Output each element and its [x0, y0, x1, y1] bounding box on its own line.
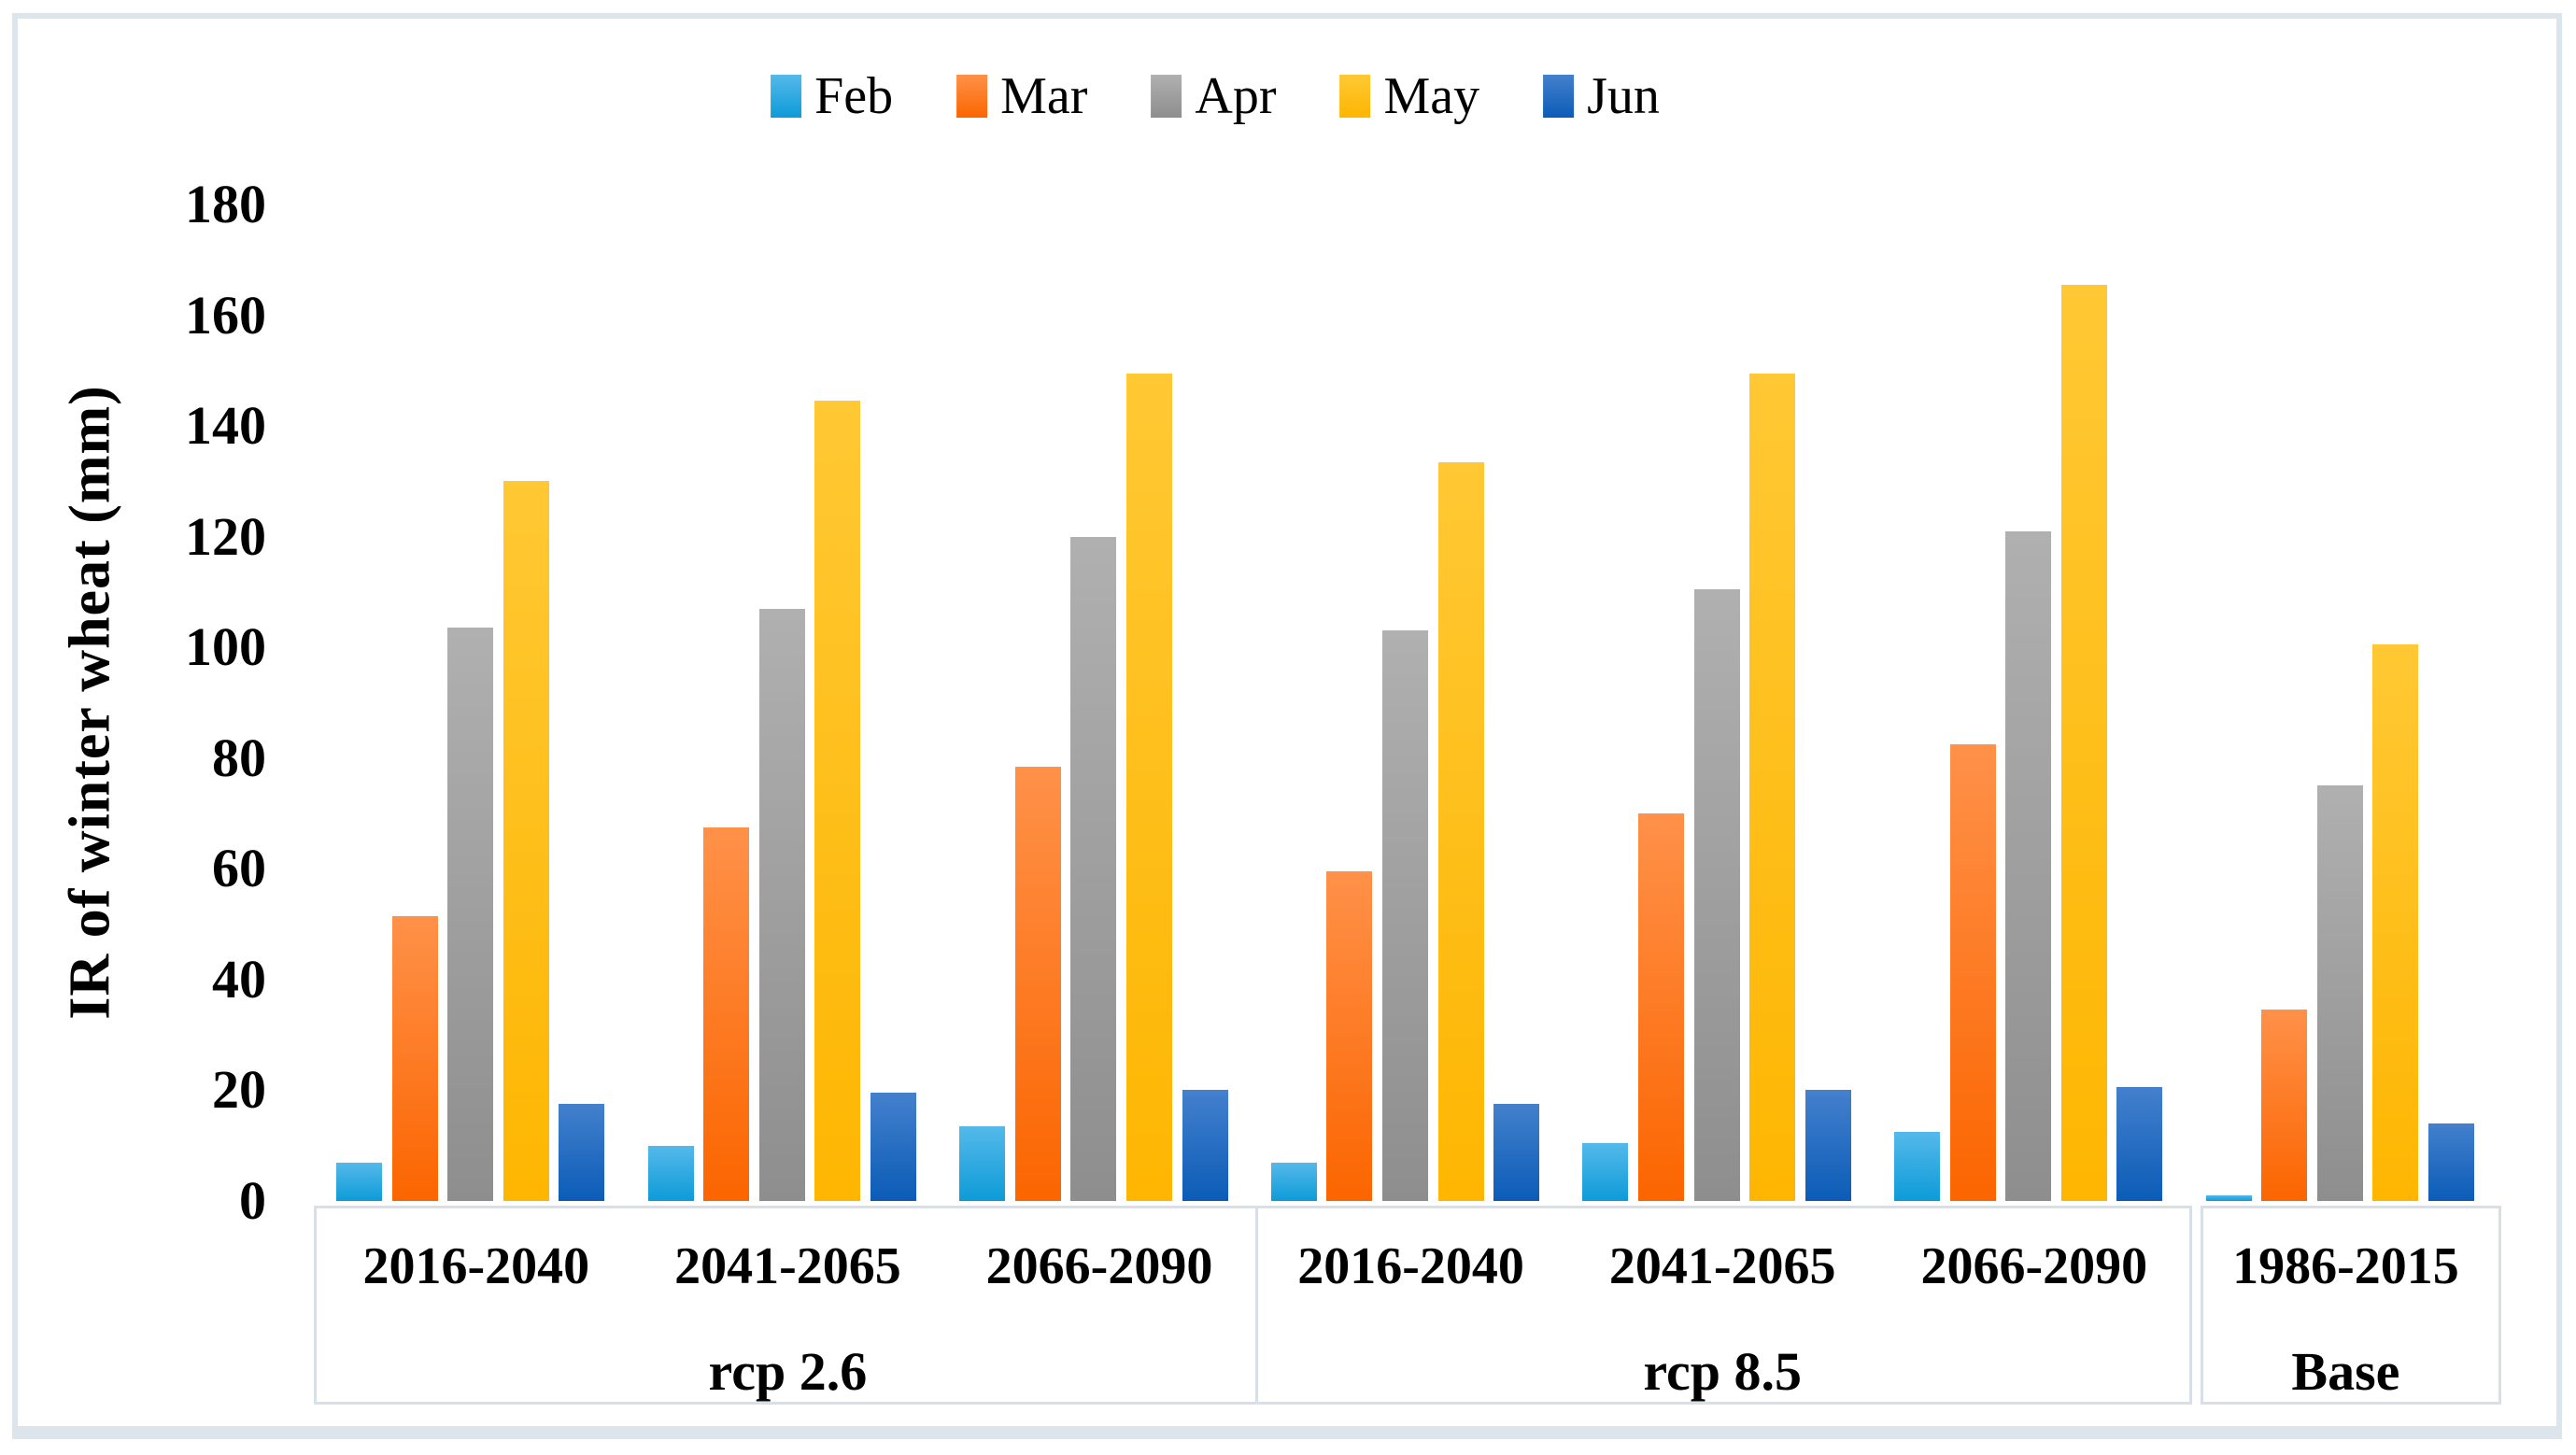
axis-box-base: [2200, 1206, 2502, 1405]
y-axis-title: IR of winter wheat (mm): [58, 385, 122, 1020]
bar-mar-group4: [1326, 871, 1373, 1201]
bar-apr-group2: [758, 608, 805, 1201]
period-label-5: 2041-2065: [1608, 1237, 1836, 1295]
bar-jun-group5: [1805, 1090, 1851, 1201]
y-tick-label-20: 20: [212, 1059, 266, 1121]
bar-jun-group7: [2428, 1123, 2474, 1201]
y-tick-label-140: 140: [185, 395, 266, 457]
y-tick-label-160: 160: [185, 284, 266, 346]
bar-jun-group6: [2116, 1087, 2163, 1201]
section-label-1: rcp 2.6: [708, 1341, 868, 1402]
y-tick-label-120: 120: [185, 505, 266, 567]
legend-swatch-mar-icon: [956, 75, 988, 118]
period-label-2: 2041-2065: [674, 1237, 901, 1295]
bar-apr-group7: [2316, 785, 2363, 1201]
period-label-7: 1986-2015: [2232, 1237, 2459, 1295]
bar-apr-group6: [2005, 530, 2052, 1201]
y-tick-label-80: 80: [212, 727, 266, 788]
legend: Feb Mar Apr May Jun: [771, 70, 1660, 122]
bar-feb-group1: [336, 1162, 382, 1201]
bar-mar-group7: [2261, 1010, 2308, 1201]
legend-swatch-may-icon: [1339, 75, 1371, 118]
period-label-1: 2016-2040: [362, 1237, 590, 1295]
legend-item-feb: Feb: [771, 70, 893, 122]
y-tick-label-0: 0: [239, 1170, 266, 1231]
period-label-3: 2066-2090: [985, 1237, 1213, 1295]
y-tick-label-180: 180: [185, 174, 266, 234]
bar-may-group7: [2372, 644, 2419, 1201]
bar-feb-group3: [959, 1125, 1006, 1201]
bar-mar-group1: [391, 915, 438, 1201]
axis-divider-rcp26-rcp85: [1254, 1206, 1258, 1405]
bar-feb-group2: [647, 1145, 694, 1201]
bar-may-group3: [1126, 373, 1172, 1201]
axis-box-rcp: [314, 1206, 2192, 1405]
bar-mar-group3: [1014, 766, 1061, 1201]
bar-apr-group3: [1070, 536, 1117, 1201]
bar-may-group5: [1749, 373, 1796, 1201]
bar-feb-group7: [2205, 1195, 2252, 1201]
bar-jun-group2: [870, 1093, 916, 1201]
period-label-4: 2016-2040: [1297, 1237, 1524, 1295]
period-label-6: 2066-2090: [1920, 1237, 2148, 1295]
legend-label-jun: Jun: [1587, 67, 1660, 125]
bar-mar-group5: [1638, 813, 1684, 1201]
bar-mar-group6: [1949, 743, 1996, 1201]
legend-item-apr: Apr: [1151, 70, 1276, 122]
legend-label-feb: Feb: [814, 67, 894, 125]
bar-may-group6: [2060, 284, 2107, 1201]
legend-swatch-apr-icon: [1151, 75, 1182, 118]
bar-may-group2: [814, 401, 861, 1201]
bar-may-group4: [1437, 461, 1484, 1201]
section-label-2: rcp 8.5: [1643, 1341, 1803, 1402]
y-tick-label-100: 100: [185, 616, 266, 678]
bar-jun-group3: [1182, 1090, 1228, 1201]
legend-label-apr: Apr: [1195, 67, 1277, 125]
y-tick-label-60: 60: [212, 838, 266, 899]
legend-swatch-feb-icon: [771, 75, 802, 118]
legend-label-mar: Mar: [1000, 67, 1088, 125]
bar-jun-group1: [559, 1104, 605, 1201]
bar-feb-group6: [1894, 1131, 1940, 1201]
bar-jun-group4: [1493, 1104, 1540, 1201]
legend-item-jun: Jun: [1543, 70, 1660, 122]
legend-swatch-jun-icon: [1543, 75, 1575, 118]
legend-item-may: May: [1339, 70, 1479, 122]
y-tick-label-40: 40: [212, 948, 266, 1010]
bar-apr-group1: [447, 628, 494, 1201]
bar-feb-group5: [1582, 1142, 1629, 1201]
bar-apr-group4: [1382, 630, 1428, 1201]
bar-feb-group4: [1270, 1162, 1317, 1201]
bar-may-group1: [502, 481, 549, 1201]
legend-item-mar: Mar: [956, 70, 1087, 122]
bar-mar-group2: [703, 826, 750, 1201]
bar-apr-group5: [1693, 588, 1740, 1201]
legend-label-may: May: [1383, 67, 1480, 125]
section-label-3: Base: [2291, 1341, 2400, 1402]
